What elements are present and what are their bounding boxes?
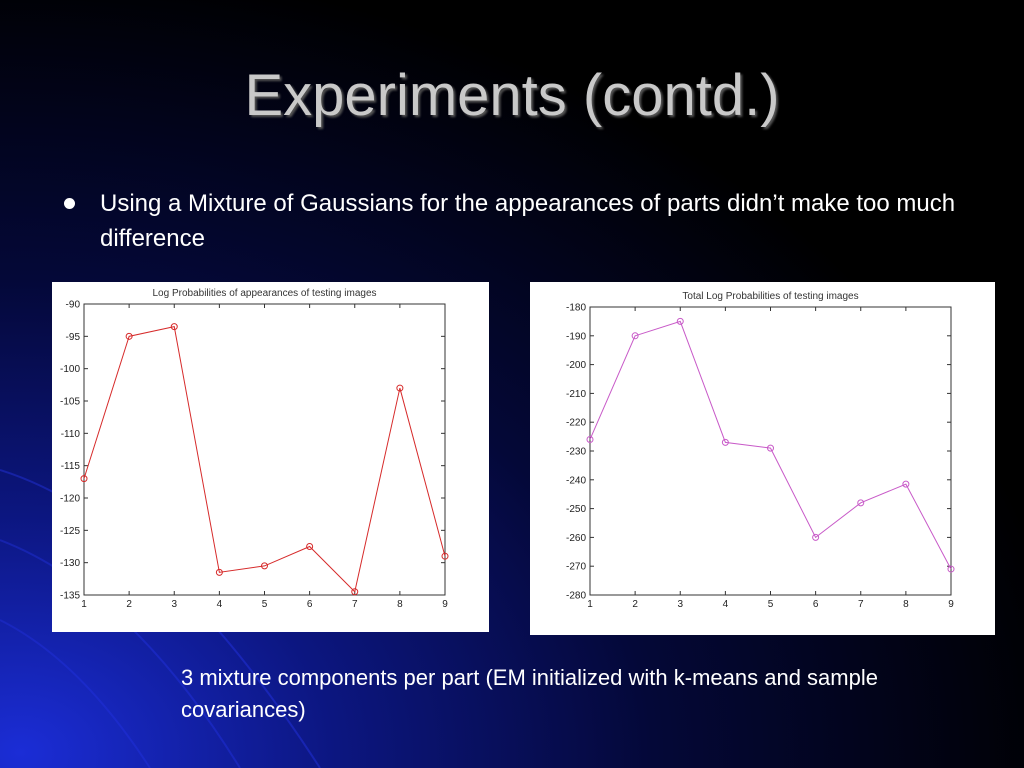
y-tick-label: -190 <box>566 331 586 342</box>
appearance-log-prob-chart: Log Probabilities of appearances of test… <box>52 282 489 632</box>
data-point <box>857 499 865 507</box>
x-tick-label: 3 <box>677 599 683 610</box>
y-tick-label: -250 <box>566 504 586 515</box>
data-point <box>767 444 774 452</box>
y-tick-label: -180 <box>566 303 586 314</box>
data-point <box>676 317 684 325</box>
y-tick-label: -260 <box>566 533 586 544</box>
y-tick-label: -120 <box>60 494 80 505</box>
data-point <box>631 332 639 340</box>
x-tick-label: 9 <box>442 599 448 610</box>
data-point <box>261 562 268 570</box>
data-point <box>80 475 88 483</box>
x-tick-label: 3 <box>171 599 177 610</box>
x-tick-label: 2 <box>632 599 638 610</box>
y-tick-label: -270 <box>566 562 586 573</box>
data-point <box>947 565 955 573</box>
x-tick-label: 1 <box>81 599 87 610</box>
y-tick-label: -135 <box>60 591 80 602</box>
data-point <box>721 438 729 446</box>
data-point <box>125 332 133 340</box>
x-tick-label: 6 <box>813 599 819 610</box>
appearance-log-prob-plot: Log Probabilities of appearances of test… <box>60 288 449 610</box>
chart-title: Log Probabilities of appearances of test… <box>152 288 376 299</box>
y-tick-label: -105 <box>60 397 80 408</box>
y-tick-label: -110 <box>61 429 81 440</box>
x-tick-label: 7 <box>858 599 864 610</box>
y-tick-label: -280 <box>566 591 586 602</box>
data-point <box>441 552 449 560</box>
y-tick-label: -100 <box>60 364 80 375</box>
x-tick-label: 5 <box>262 599 268 610</box>
plot-axes-box <box>83 303 446 596</box>
chart-title: Total Log Probabilities of testing image… <box>682 291 858 302</box>
y-tick-label: -210 <box>566 389 586 400</box>
y-tick-label: -125 <box>60 526 80 537</box>
y-tick-label: -200 <box>566 360 586 371</box>
data-point <box>351 588 359 596</box>
data-point <box>306 543 314 550</box>
y-tick-label: -115 <box>61 461 81 472</box>
x-tick-label: 8 <box>903 599 909 610</box>
y-tick-label: -240 <box>566 475 586 486</box>
x-tick-label: 5 <box>768 599 774 610</box>
total-log-prob-plot: Total Log Probabilities of testing image… <box>566 291 955 610</box>
data-point <box>812 533 820 541</box>
x-tick-label: 4 <box>723 599 729 610</box>
data-point <box>215 568 223 576</box>
data-point <box>902 480 910 488</box>
series-line <box>83 326 446 593</box>
x-tick-label: 6 <box>307 599 313 610</box>
slide-title: Experiments (contd.) <box>244 63 780 128</box>
x-tick-label: 4 <box>217 599 223 610</box>
bullet-text: Using a Mixture of Gaussians for the app… <box>100 190 956 252</box>
y-tick-label: -95 <box>66 332 81 343</box>
caption: 3 mixture components per part (EM initia… <box>181 665 878 722</box>
data-point <box>170 323 178 331</box>
x-tick-label: 9 <box>948 599 954 610</box>
x-tick-label: 7 <box>352 599 358 610</box>
data-point <box>396 384 404 392</box>
total-log-prob-chart: Total Log Probabilities of testing image… <box>530 282 995 635</box>
data-point <box>586 435 594 443</box>
x-tick-label: 2 <box>126 599 132 610</box>
series-line <box>589 320 952 570</box>
x-tick-label: 1 <box>587 599 593 610</box>
bullet-dot <box>64 198 75 209</box>
y-tick-label: -220 <box>566 418 586 429</box>
y-tick-label: -130 <box>60 558 80 569</box>
y-tick-label: -90 <box>66 300 81 311</box>
x-tick-label: 8 <box>397 599 403 610</box>
y-tick-label: -230 <box>566 447 586 458</box>
